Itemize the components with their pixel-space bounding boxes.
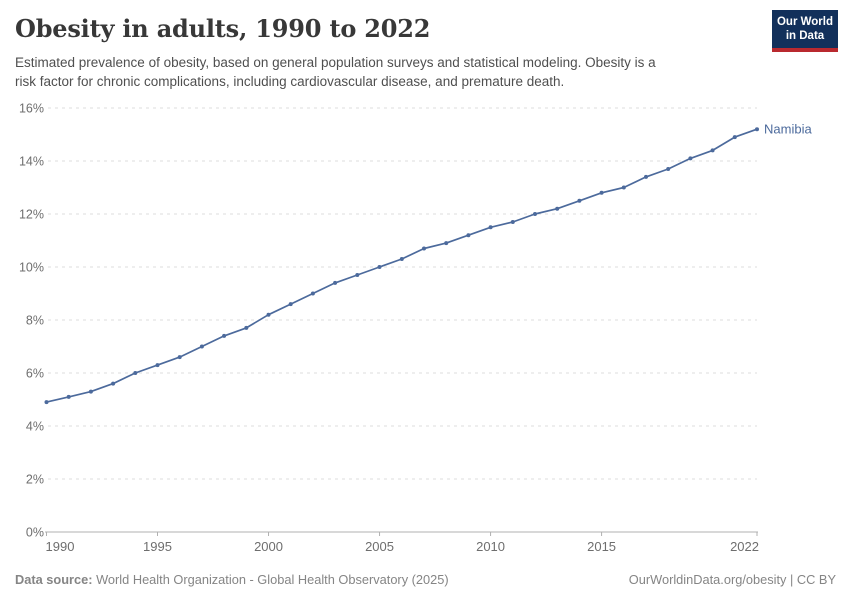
y-tick-label: 10%: [19, 261, 44, 275]
data-point[interactable]: [466, 233, 471, 238]
y-tick-label: 8%: [26, 314, 44, 328]
data-point[interactable]: [333, 280, 338, 285]
data-point[interactable]: [288, 302, 293, 307]
y-tick-label: 2%: [26, 473, 44, 487]
x-tick-label: 2022: [730, 539, 759, 554]
chart-subtitle: Estimated prevalence of obesity, based o…: [15, 53, 760, 91]
x-tick-label: 1990: [46, 539, 75, 554]
data-point[interactable]: [177, 355, 182, 360]
chart-title: Obesity in adults, 1990 to 2022: [15, 14, 431, 43]
y-tick-label: 14%: [19, 155, 44, 169]
y-tick-label: 0%: [26, 526, 44, 540]
data-point[interactable]: [621, 185, 626, 190]
data-point[interactable]: [599, 190, 604, 195]
data-point[interactable]: [422, 246, 426, 251]
series-end-label[interactable]: Namibia: [764, 122, 812, 137]
data-point[interactable]: [155, 363, 160, 368]
owid-logo-line1: Our World: [776, 15, 833, 28]
owid-logo-line2: in Data: [785, 30, 825, 42]
data-point[interactable]: [133, 371, 138, 375]
y-tick-label: 6%: [26, 367, 44, 381]
data-point[interactable]: [111, 381, 116, 386]
data-point[interactable]: [533, 212, 537, 216]
data-source-text: World Health Organization - Global Healt…: [92, 572, 449, 587]
data-point[interactable]: [399, 257, 404, 261]
data-point[interactable]: [577, 198, 582, 203]
x-tick-label: 2000: [254, 539, 283, 554]
data-point[interactable]: [666, 167, 671, 171]
x-tick-label: 2005: [365, 539, 394, 554]
owid-logo[interactable]: Our World in Data: [772, 10, 838, 52]
data-point[interactable]: [688, 156, 693, 161]
license-link[interactable]: OurWorldinData.org/obesity | CC BY: [628, 572, 836, 587]
x-tick-label: 2015: [587, 539, 616, 554]
data-point[interactable]: [310, 291, 315, 296]
data-point[interactable]: [710, 148, 715, 153]
data-point[interactable]: [510, 220, 515, 224]
y-tick-label: 4%: [26, 420, 44, 434]
x-tick-label: 2010: [476, 539, 505, 554]
data-point[interactable]: [266, 312, 271, 317]
data-source-note: Data source: World Health Organization -…: [15, 572, 449, 587]
data-point[interactable]: [555, 206, 560, 211]
data-point[interactable]: [377, 265, 382, 269]
y-tick-label: 16%: [19, 102, 44, 116]
data-point[interactable]: [244, 325, 249, 330]
data-point[interactable]: [755, 127, 759, 132]
data-point[interactable]: [44, 400, 49, 405]
data-point[interactable]: [355, 273, 360, 277]
data-line[interactable]: [45, 128, 758, 403]
data-point[interactable]: [488, 225, 493, 230]
data-point[interactable]: [66, 394, 71, 399]
data-point[interactable]: [644, 174, 648, 179]
chart-subtitle-line2: risk factor for chronic complications, i…: [15, 74, 565, 90]
x-tick-label: 1995: [143, 539, 172, 554]
y-tick-label: 12%: [19, 208, 44, 222]
data-point[interactable]: [732, 135, 737, 140]
data-point[interactable]: [88, 389, 93, 394]
data-point[interactable]: [444, 241, 449, 246]
chart-footer: Data source: World Health Organization -…: [15, 572, 836, 587]
chart-subtitle-line1: Estimated prevalence of obesity, based o…: [15, 55, 656, 70]
data-point[interactable]: [199, 344, 204, 349]
data-point[interactable]: [222, 333, 227, 338]
data-source-label: Data source:: [15, 572, 93, 587]
chart-header: Obesity in adults, 1990 to 2022 Estimate…: [15, 14, 760, 91]
